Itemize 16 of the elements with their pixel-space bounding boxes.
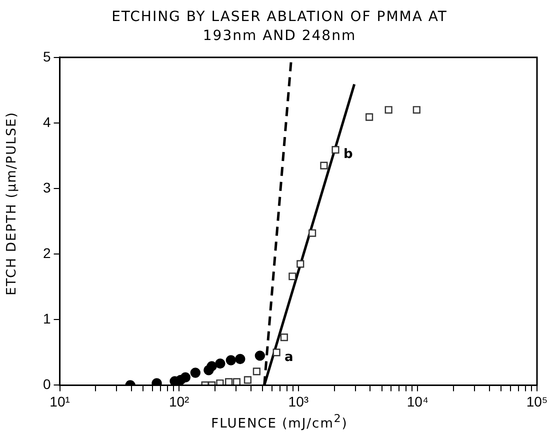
y-tick-label: 2 bbox=[42, 244, 51, 261]
annotation: a bbox=[284, 350, 294, 365]
y-tick-label: 5 bbox=[42, 48, 51, 64]
x-tick-label: 10¹ bbox=[50, 393, 70, 410]
x-tick-label: 10² bbox=[168, 393, 190, 410]
chart-title: ETCHING BY LASER ABLATION OF PMMA AT 193nm AND 248nm bbox=[110, 8, 448, 46]
y-axis-title: ETCH DEPTH (μm/PULSE) bbox=[4, 110, 20, 298]
x-tick-label: 10³ bbox=[288, 393, 309, 410]
y-tick-label: 0 bbox=[42, 376, 51, 392]
y-tick-label: 1 bbox=[42, 310, 51, 326]
y-tick-label: 3 bbox=[42, 179, 51, 196]
x-tick-label: 10⁴ bbox=[406, 393, 428, 410]
annotation: b bbox=[343, 147, 353, 162]
y-tick-label: 4 bbox=[42, 114, 51, 130]
x-axis-title: FLUENCE (mJ/cm$^{2}$) bbox=[210, 412, 349, 432]
x-tick-label: 10⁵ bbox=[526, 393, 548, 410]
